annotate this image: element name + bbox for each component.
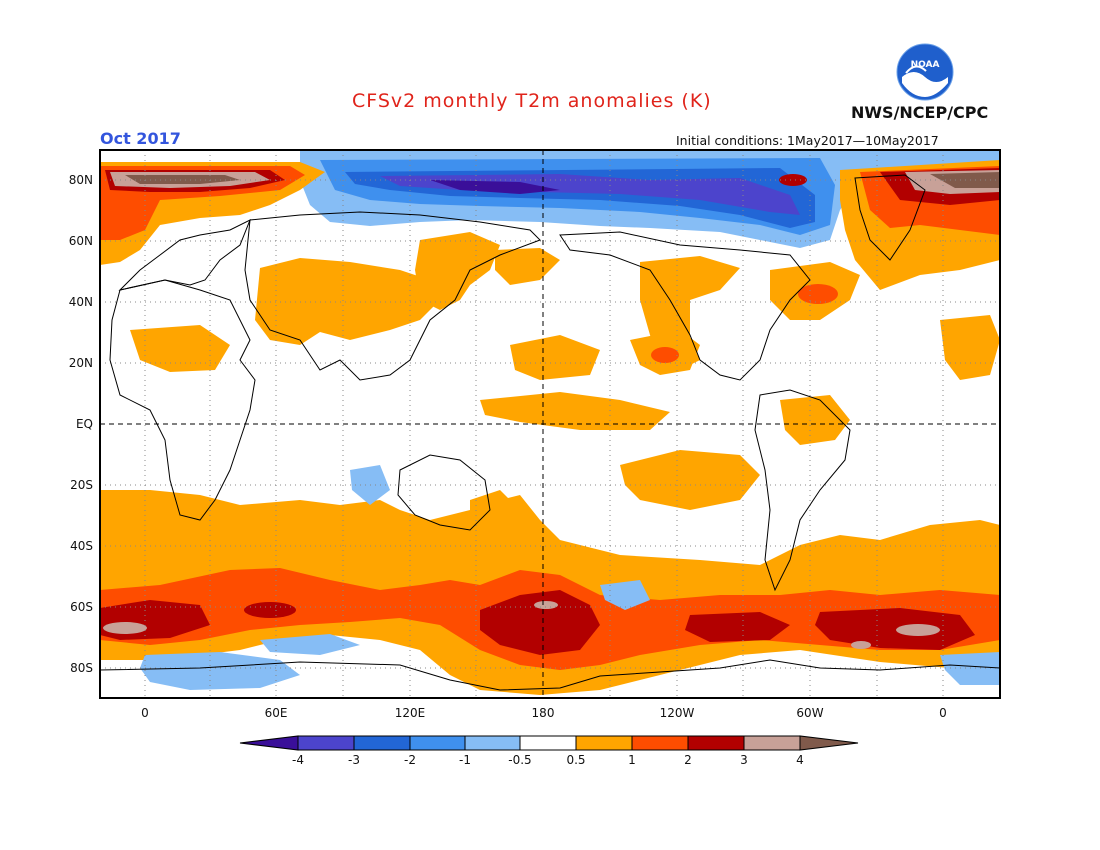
greenland-outline bbox=[854, 174, 926, 261]
colorbar-tick: 1 bbox=[628, 753, 636, 767]
colorbar-bin-9 bbox=[743, 735, 801, 751]
south-america-outline bbox=[754, 389, 851, 592]
colorbar-tick: -3 bbox=[348, 753, 360, 767]
southern-ocean-dark-red bbox=[480, 590, 600, 655]
colorbar-tick: -0.5 bbox=[508, 753, 531, 767]
antarctic-cold-2 bbox=[260, 634, 360, 655]
lat-label: 40S bbox=[70, 539, 93, 553]
lat-label: 20N bbox=[69, 356, 93, 370]
lon-label: 60E bbox=[265, 706, 288, 720]
antarctica-outline bbox=[100, 659, 1000, 691]
asia-warm bbox=[255, 258, 440, 345]
southern-ocean-dark-red-2 bbox=[685, 612, 790, 642]
lat-label: 60S bbox=[70, 600, 93, 614]
valid-month: Oct 2017 bbox=[100, 129, 181, 148]
tan-spot-2 bbox=[534, 601, 558, 609]
antarctic-cold bbox=[140, 652, 300, 690]
anomaly-fields bbox=[100, 150, 1000, 698]
lat-label: 40N bbox=[69, 295, 93, 309]
lon-label: 120W bbox=[660, 706, 695, 720]
lat-label: 80N bbox=[69, 173, 93, 187]
colorbar-tick: -1 bbox=[459, 753, 471, 767]
coastlines bbox=[100, 174, 1000, 691]
colorbar-bin-10 bbox=[799, 735, 859, 751]
lon-labels: 0 60E 120E 180 120W 60W 0 bbox=[141, 706, 947, 720]
agency-label: NWS/NCEP/CPC bbox=[851, 103, 989, 122]
colorbar-labels: -4 -3 -2 -1 -0.5 0.5 1 2 3 4 bbox=[292, 753, 804, 767]
south-pacific-cold bbox=[600, 580, 650, 610]
na-east-red bbox=[798, 284, 838, 304]
colorbar bbox=[239, 735, 859, 751]
north-pacific-warm bbox=[415, 232, 500, 310]
colorbar-bin-3 bbox=[409, 735, 466, 751]
south-mid-warm bbox=[470, 490, 520, 575]
colorbar-tick: 0.5 bbox=[566, 753, 585, 767]
colorbar-tick: 2 bbox=[684, 753, 692, 767]
colorbar-tick: 4 bbox=[796, 753, 804, 767]
colorbar-bin-7 bbox=[631, 735, 689, 751]
australia-outline bbox=[397, 454, 491, 531]
mexico-red bbox=[651, 347, 679, 363]
graticule bbox=[100, 150, 1000, 698]
colorbar-bin-4 bbox=[464, 735, 521, 751]
map-title: CFSv2 monthly T2m anomalies (K) bbox=[352, 90, 712, 112]
map-frame bbox=[99, 149, 1001, 699]
noaa-logo: NOAA bbox=[896, 43, 954, 101]
arctic-cold-core bbox=[430, 180, 560, 194]
lat-labels: 80N 60N 40N 20N EQ 20S 40S 60S 80S bbox=[69, 173, 93, 675]
colorbar-bin-2 bbox=[353, 735, 411, 751]
tan-spot-3 bbox=[896, 624, 940, 636]
lon-label: 60W bbox=[796, 706, 823, 720]
initial-conditions: Initial conditions: 1May2017—10May2017 bbox=[676, 133, 939, 148]
warm-spot-baffin bbox=[779, 174, 807, 186]
colorbar-bin-1 bbox=[297, 735, 355, 751]
lat-label: 80S bbox=[70, 661, 93, 675]
north-america-outline bbox=[559, 231, 811, 381]
lon-label: 0 bbox=[939, 706, 947, 720]
tan-spot-4 bbox=[851, 641, 871, 649]
lon-label: 180 bbox=[532, 706, 555, 720]
lat-label: 60N bbox=[69, 234, 93, 248]
east-africa-warm bbox=[940, 315, 1000, 380]
arctic-warm-left-brown bbox=[125, 175, 240, 184]
colorbar-bin-5 bbox=[519, 735, 577, 751]
africa-outline bbox=[109, 279, 256, 521]
equatorial-warm bbox=[480, 392, 670, 430]
lat-label: EQ bbox=[76, 417, 93, 431]
amazon-warm bbox=[780, 395, 850, 445]
asia-outline bbox=[244, 211, 541, 381]
colorbar-tick: -4 bbox=[292, 753, 304, 767]
warm-spot-indian bbox=[244, 602, 296, 618]
nepac-warm bbox=[495, 248, 560, 285]
colorbar-bin-0 bbox=[239, 735, 299, 751]
noaa-logo-text: NOAA bbox=[911, 60, 940, 70]
colorbar-tick: -2 bbox=[404, 753, 416, 767]
tan-spot-1 bbox=[103, 622, 147, 634]
colorbar-bin-6 bbox=[575, 735, 633, 751]
lon-label: 120E bbox=[395, 706, 426, 720]
southern-ocean-dark-red-3 bbox=[815, 608, 975, 650]
lat-label: 20S bbox=[70, 478, 93, 492]
lon-label: 0 bbox=[141, 706, 149, 720]
subtropical-pacific-warm bbox=[510, 335, 600, 380]
se-pacific-warm bbox=[620, 450, 760, 510]
reference-lines bbox=[100, 150, 1000, 698]
west-africa-warm bbox=[130, 325, 230, 372]
colorbar-tick: 3 bbox=[740, 753, 748, 767]
colorbar-bin-8 bbox=[687, 735, 745, 751]
